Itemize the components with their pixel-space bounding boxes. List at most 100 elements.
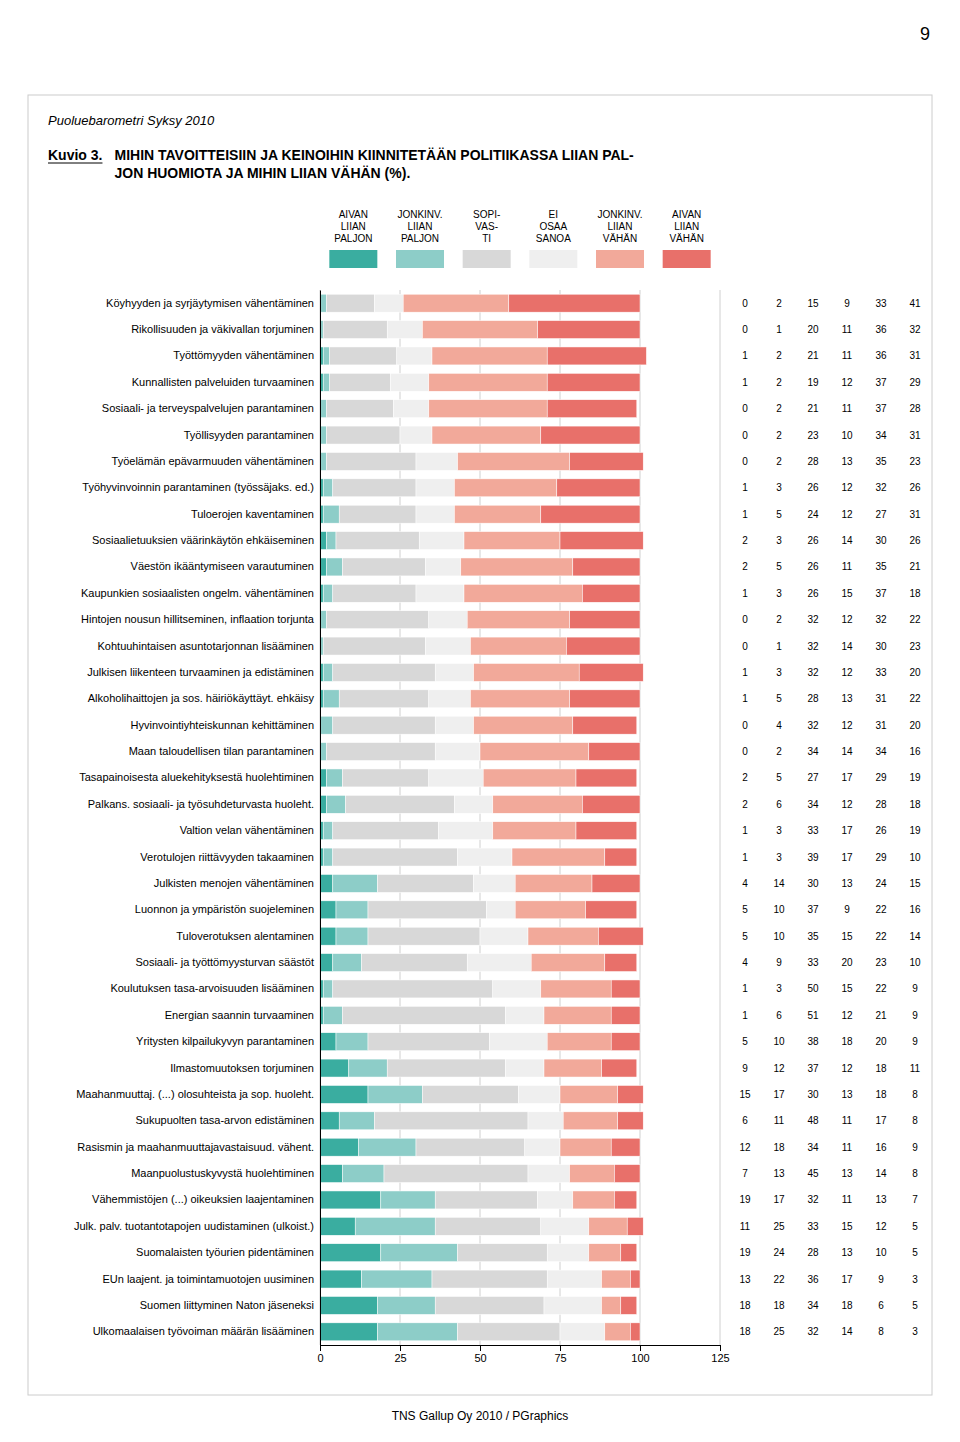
legend-item: AIVANLIIANPALJON — [329, 209, 377, 268]
data-label: 1 — [742, 667, 748, 678]
data-label: 13 — [773, 1168, 785, 1179]
data-label: 11 — [842, 324, 853, 335]
data-label: 15 — [909, 878, 921, 889]
data-label: 5 — [912, 1300, 918, 1311]
bar — [563, 1112, 617, 1130]
category-label: Työelämän epävarmuuden vähentäminen — [112, 455, 314, 467]
category-label: Köyhyyden ja syrjäytymisen vähentäminen — [106, 297, 314, 309]
data-label: 9 — [742, 1063, 748, 1074]
bar — [320, 1112, 339, 1130]
bar — [429, 611, 467, 629]
bar — [474, 874, 516, 892]
legend-label-line: AIVAN — [672, 209, 701, 220]
bar — [538, 321, 640, 339]
data-label: 32 — [909, 324, 921, 335]
bar — [586, 901, 637, 919]
y-tick: Sukupuolten tasa-arvon edistäminen — [135, 1114, 320, 1126]
bar — [320, 1033, 336, 1051]
data-label: 26 — [807, 588, 819, 599]
bar — [326, 769, 342, 787]
data-label: 20 — [807, 324, 819, 335]
bar — [435, 743, 480, 761]
bar — [528, 927, 598, 945]
data-label: 36 — [807, 1274, 819, 1285]
category-label: Sosiaalietuuksien väärinkäytön ehkäisemi… — [92, 534, 314, 546]
data-label: 11 — [774, 1115, 785, 1126]
bar — [368, 1033, 490, 1051]
data-label: 26 — [909, 535, 921, 546]
bar — [323, 479, 333, 497]
data-label: 5 — [742, 904, 748, 915]
data-label: 36 — [875, 350, 887, 361]
data-label: 9 — [912, 1036, 918, 1047]
legend-label-line: EI — [549, 209, 558, 220]
bar — [602, 1270, 631, 1288]
bar — [320, 1085, 368, 1103]
bar — [458, 848, 512, 866]
data-label: 12 — [841, 614, 853, 625]
data-label: 15 — [841, 931, 853, 942]
bar — [326, 795, 345, 813]
data-label: 34 — [875, 746, 887, 757]
data-label: 32 — [875, 482, 887, 493]
bar — [368, 1085, 422, 1103]
legend-item: EIOSAASANOA — [529, 209, 577, 268]
bar — [621, 1296, 637, 1314]
bar — [358, 1138, 416, 1156]
y-tick: Vähemmistöjen (...) oikeuksien laajentam… — [92, 1193, 320, 1205]
bar — [573, 558, 640, 576]
data-label: 22 — [773, 1274, 785, 1285]
data-label: 19 — [909, 772, 921, 783]
data-label: 0 — [742, 746, 748, 757]
data-label: 25 — [773, 1221, 785, 1232]
y-tick: Ilmastomuutoksen torjuminen — [170, 1062, 320, 1074]
bar — [333, 716, 435, 734]
category-label: Rikollisuuden ja väkivallan torjuminen — [131, 323, 314, 335]
data-label: 10 — [841, 430, 853, 441]
x-tick-mark — [400, 1345, 401, 1351]
category-label: Hyvinvointiyhteiskunnan kehittäminen — [131, 719, 314, 731]
bar — [611, 1006, 640, 1024]
data-label: 26 — [807, 561, 819, 572]
data-label: 5 — [742, 931, 748, 942]
title-line: MIHIN TAVOITTEISIIN JA KEINOIHIN KIINNIT… — [114, 147, 634, 163]
data-label: 33 — [875, 667, 887, 678]
data-label: 5 — [776, 561, 782, 572]
bar — [509, 294, 640, 312]
data-label: 32 — [807, 1326, 819, 1337]
bar — [326, 400, 393, 418]
data-label: 34 — [807, 1142, 819, 1153]
data-label: 30 — [875, 535, 887, 546]
y-tick: Koulutuksen tasa-arvoisuuden lisääminen — [110, 982, 320, 994]
data-label: 12 — [739, 1142, 751, 1153]
bar — [464, 584, 582, 602]
legend-label: SOPI-VAS-TI — [473, 209, 500, 244]
bar — [435, 1191, 537, 1209]
category-label: Tasapainoisesta aluekehityksestä huoleht… — [79, 771, 314, 783]
category-label: Julk. palv. tuotantotapojen uudistaminen… — [74, 1220, 314, 1232]
bar — [339, 505, 416, 523]
data-label: 6 — [742, 1115, 748, 1126]
bar — [381, 1191, 435, 1209]
y-tick: Työllisyyden parantaminen — [184, 429, 320, 441]
bar — [323, 848, 333, 866]
bars — [320, 294, 646, 1341]
legend-item: SOPI-VAS-TI — [463, 209, 511, 268]
data-label: 13 — [841, 693, 853, 704]
category-label: EUn laajent. ja toimintamuotojen uusimin… — [102, 1273, 314, 1285]
bar — [544, 1059, 602, 1077]
legend-label-line: VÄHÄN — [603, 233, 637, 244]
bar — [573, 716, 637, 734]
data-label: 11 — [842, 1142, 853, 1153]
data-label: 9 — [776, 957, 782, 968]
data-label: 1 — [776, 641, 782, 652]
data-label: 3 — [776, 667, 782, 678]
data-label: 0 — [742, 720, 748, 731]
data-label: 27 — [875, 509, 887, 520]
bar — [454, 795, 492, 813]
category-label: Yritysten kilpailukyvyn parantaminen — [136, 1035, 314, 1047]
bar — [320, 1270, 362, 1288]
category-label: Verotulojen riittävyyden takaaminen — [140, 851, 314, 863]
title-line: JON HUOMIOTA JA MIHIN LIIAN VÄHÄN (%). — [114, 165, 410, 181]
data-label: 34 — [807, 1300, 819, 1311]
